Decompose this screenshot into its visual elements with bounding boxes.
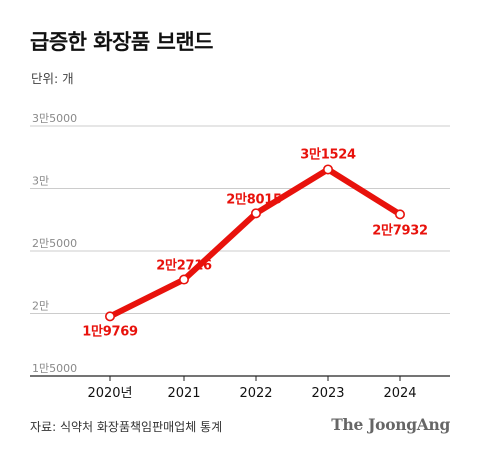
data-label: 3만1524 [300,146,356,162]
y-axis-ticks: 1만5000 2만 2만5000 3만 3만5000 [32,112,77,375]
y-tick-label: 2만 [32,300,49,313]
data-markers [105,164,405,322]
data-point-marker [394,209,405,220]
y-tick-label: 2만5000 [32,237,77,250]
data-label: 2만8015 [226,191,282,207]
data-point-marker [179,274,190,285]
y-tick-label: 3만5000 [32,112,77,125]
chart-title: 급증한 화장품 브랜드 [30,30,214,54]
x-tick-label: 2024 [383,386,416,401]
unit-label: 단위: 개 [31,71,74,86]
data-label: 2만7932 [372,222,427,238]
y-tick-label: 1만5000 [32,362,77,375]
x-tick-label: 2023 [311,386,344,401]
source-note: 자료: 식약처 화장품책임판매업체 통계 [30,420,223,434]
x-tick-label: 2022 [239,386,272,401]
x-tick-label: 2020년 [87,386,132,401]
publisher-logo: The JoongAng [331,415,450,434]
data-label: 1만9769 [82,323,138,339]
x-axis-ticks: 2020년 2021 2022 2023 2024 [87,376,417,401]
data-point-marker [105,311,116,322]
x-tick-label: 2021 [167,386,200,401]
gridlines [30,125,450,314]
data-point-marker [322,164,333,175]
data-label: 2만2716 [156,258,212,274]
data-labels: 1만9769 2만2716 2만8015 3만1524 2만7932 [82,146,428,339]
y-tick-label: 3만 [32,175,49,188]
data-point-marker [251,208,262,219]
